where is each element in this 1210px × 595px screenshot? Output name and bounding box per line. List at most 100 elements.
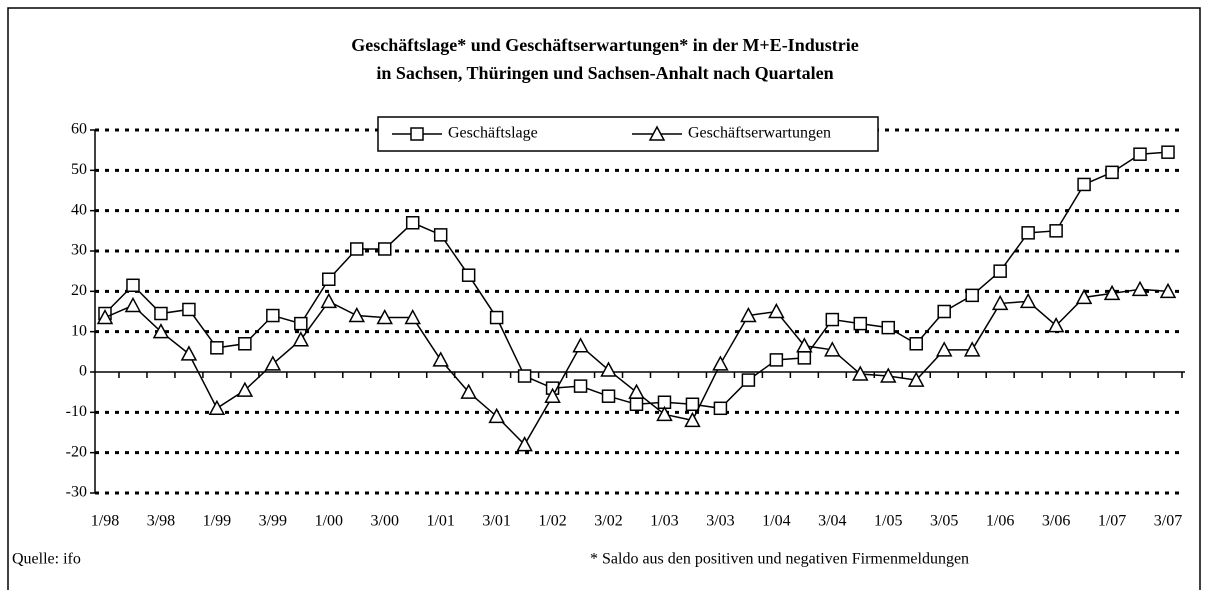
marker bbox=[1075, 288, 1093, 305]
series-line bbox=[104, 288, 1169, 446]
marker bbox=[880, 367, 897, 383]
marker bbox=[320, 292, 338, 309]
marker bbox=[768, 302, 785, 319]
marker bbox=[907, 371, 925, 387]
marker bbox=[461, 268, 476, 282]
marker bbox=[909, 337, 923, 351]
marker bbox=[96, 308, 114, 325]
source: Quelle: ifo bbox=[12, 551, 81, 568]
marker bbox=[294, 316, 308, 331]
marker bbox=[572, 337, 589, 353]
marker bbox=[825, 312, 840, 327]
marker bbox=[648, 125, 666, 141]
y-tick-label: -10 bbox=[66, 403, 87, 420]
x-tick-label: 3/06 bbox=[1042, 513, 1070, 530]
marker bbox=[152, 323, 170, 339]
marker bbox=[350, 242, 364, 256]
marker bbox=[516, 436, 533, 452]
x-tick-label: 3/04 bbox=[818, 513, 846, 530]
legend-box bbox=[377, 116, 879, 152]
marker bbox=[322, 272, 336, 286]
marker bbox=[433, 228, 448, 242]
marker bbox=[1133, 147, 1147, 161]
marker bbox=[182, 302, 196, 317]
x-tick-label: 3/99 bbox=[259, 513, 287, 530]
x-tick-label: 1/00 bbox=[315, 513, 343, 530]
marker bbox=[685, 397, 700, 412]
marker bbox=[601, 389, 616, 403]
marker bbox=[404, 308, 421, 325]
marker bbox=[376, 308, 393, 325]
x-tick-label: 1/07 bbox=[1098, 513, 1126, 530]
marker bbox=[405, 216, 420, 230]
marker bbox=[824, 341, 841, 357]
marker bbox=[432, 351, 449, 367]
x-tick-label: 3/07 bbox=[1154, 513, 1182, 530]
marker bbox=[460, 383, 477, 399]
marker bbox=[629, 397, 644, 412]
marker bbox=[852, 365, 869, 381]
marker bbox=[1077, 177, 1091, 192]
x-tick-label: 1/01 bbox=[426, 513, 454, 530]
x-tick-label: 1/98 bbox=[91, 513, 119, 530]
marker bbox=[628, 383, 645, 399]
marker bbox=[489, 310, 504, 325]
marker bbox=[180, 345, 198, 361]
marker bbox=[769, 353, 784, 367]
x-tick-label: 3/05 bbox=[930, 513, 958, 530]
marker bbox=[573, 379, 588, 393]
marker bbox=[1159, 282, 1177, 299]
y-tick-label: 0 bbox=[79, 363, 87, 380]
legend-label: Geschäftserwartungen bbox=[688, 125, 831, 142]
marker bbox=[712, 355, 729, 371]
x-tick-label: 1/02 bbox=[538, 513, 566, 530]
marker bbox=[1021, 226, 1035, 240]
y-tick-label: 50 bbox=[71, 161, 87, 178]
marker bbox=[488, 407, 505, 424]
x-tick-label: 3/03 bbox=[706, 513, 734, 530]
marker bbox=[684, 411, 701, 428]
y-tick-label: 10 bbox=[71, 322, 87, 339]
x-tick-label: 1/99 bbox=[203, 513, 231, 530]
marker bbox=[600, 361, 617, 377]
marker bbox=[797, 351, 812, 365]
y-tick-label: 30 bbox=[71, 242, 87, 259]
x-tick-label: 1/04 bbox=[762, 513, 790, 530]
marker bbox=[154, 306, 168, 321]
y-tick-label: -20 bbox=[66, 443, 87, 460]
x-tick-label: 1/06 bbox=[986, 513, 1014, 530]
marker bbox=[517, 369, 532, 383]
series-line bbox=[104, 151, 1169, 410]
marker bbox=[208, 399, 226, 416]
marker bbox=[881, 320, 896, 335]
marker bbox=[713, 401, 728, 416]
marker bbox=[853, 316, 868, 331]
marker bbox=[126, 278, 140, 293]
marker bbox=[963, 341, 981, 357]
marker bbox=[993, 264, 1007, 278]
marker bbox=[410, 127, 424, 141]
y-tick-label: 60 bbox=[71, 121, 87, 138]
marker bbox=[740, 306, 757, 323]
marker bbox=[796, 337, 813, 353]
legend-label: Geschäftslage bbox=[448, 125, 538, 142]
marker bbox=[266, 308, 280, 323]
y-tick-label: 40 bbox=[71, 201, 87, 218]
marker bbox=[1047, 317, 1065, 333]
marker bbox=[935, 341, 953, 357]
marker bbox=[937, 304, 951, 319]
marker bbox=[124, 296, 142, 313]
marker bbox=[1131, 280, 1149, 297]
marker bbox=[264, 355, 282, 371]
marker bbox=[210, 341, 224, 355]
x-tick-label: 3/02 bbox=[594, 513, 622, 530]
x-tick-label: 1/05 bbox=[874, 513, 902, 530]
chart-subtitle: in Sachsen, Thüringen und Sachsen-Anhalt… bbox=[376, 63, 833, 83]
marker bbox=[991, 294, 1009, 311]
x-tick-label: 3/01 bbox=[482, 513, 510, 530]
footnote: * Saldo aus den positiven und negativen … bbox=[590, 551, 969, 568]
marker bbox=[377, 242, 392, 256]
marker bbox=[965, 288, 979, 303]
y-tick-label: -30 bbox=[66, 484, 87, 501]
